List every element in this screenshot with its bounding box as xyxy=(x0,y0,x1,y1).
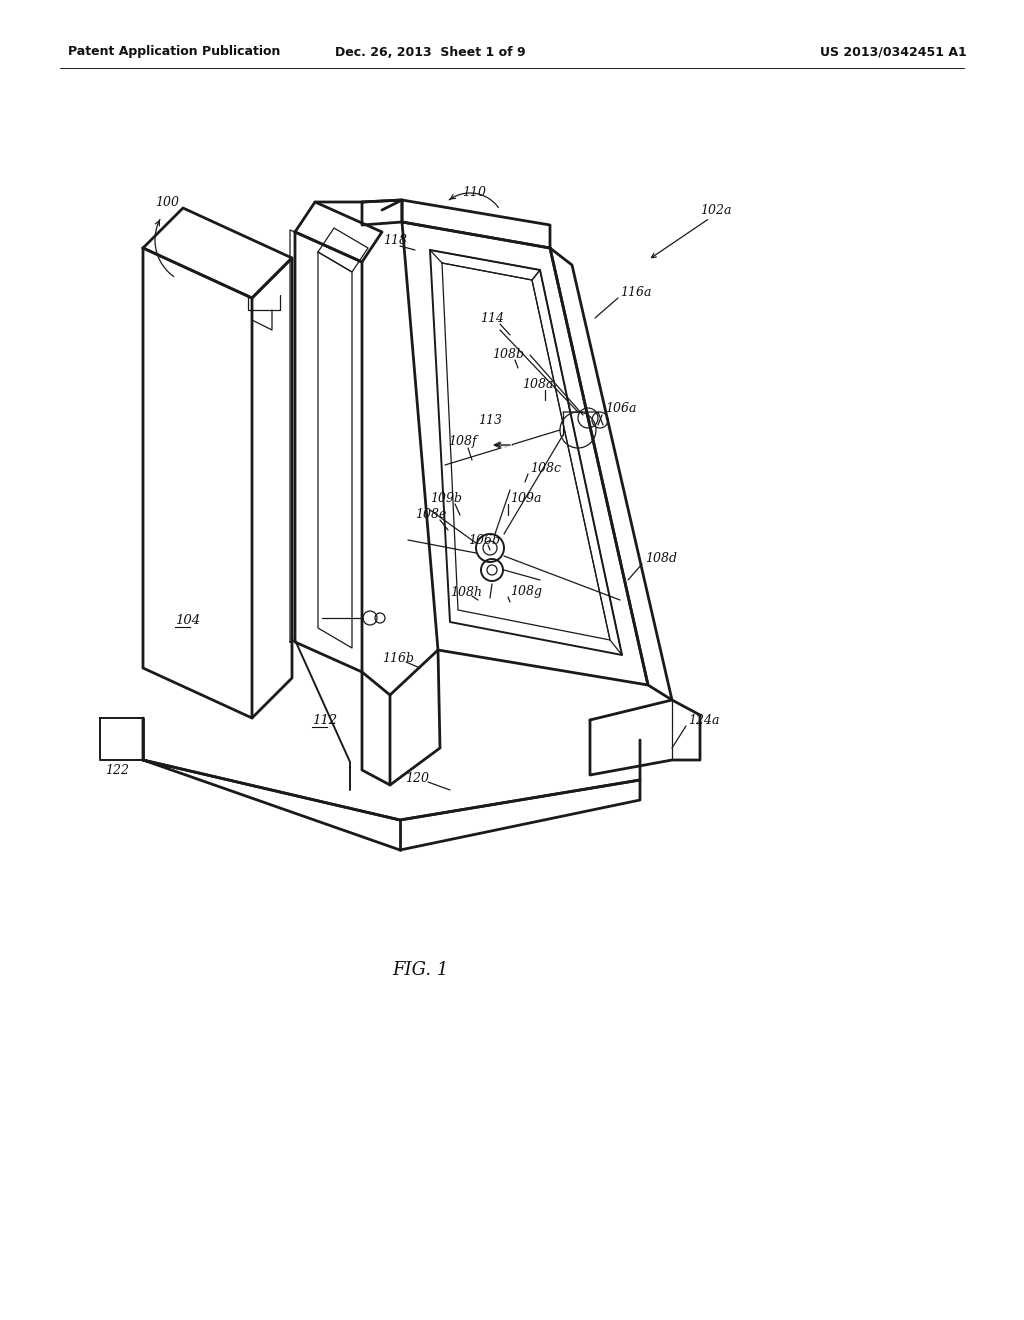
Text: 100: 100 xyxy=(155,195,179,209)
Text: Patent Application Publication: Patent Application Publication xyxy=(68,45,281,58)
Text: 108b: 108b xyxy=(492,348,524,362)
Text: FIG. 1: FIG. 1 xyxy=(392,961,449,979)
Text: 108c: 108c xyxy=(530,462,561,474)
Text: 108a: 108a xyxy=(522,379,554,392)
Text: 108h: 108h xyxy=(450,586,482,598)
Text: 104: 104 xyxy=(175,614,200,627)
Text: 114: 114 xyxy=(480,312,504,325)
Text: 113: 113 xyxy=(478,413,502,426)
Text: 116b: 116b xyxy=(382,652,414,664)
Text: Dec. 26, 2013  Sheet 1 of 9: Dec. 26, 2013 Sheet 1 of 9 xyxy=(335,45,525,58)
Text: 108f: 108f xyxy=(449,436,476,449)
Text: 120: 120 xyxy=(406,771,429,784)
Text: 106b: 106b xyxy=(468,533,500,546)
Text: 118: 118 xyxy=(383,234,407,247)
Text: 109a: 109a xyxy=(510,491,542,504)
Text: 110: 110 xyxy=(462,186,486,198)
Text: 116a: 116a xyxy=(620,285,651,298)
Text: 106a: 106a xyxy=(605,401,637,414)
Text: 108e: 108e xyxy=(415,508,446,521)
Text: 109b: 109b xyxy=(430,491,462,504)
Text: 112: 112 xyxy=(312,714,337,726)
Text: 108g: 108g xyxy=(510,586,542,598)
Text: 102a: 102a xyxy=(700,203,731,216)
Text: 122: 122 xyxy=(105,763,129,776)
Text: 108d: 108d xyxy=(645,552,677,565)
Text: US 2013/0342451 A1: US 2013/0342451 A1 xyxy=(820,45,967,58)
Text: 124a: 124a xyxy=(688,714,720,726)
